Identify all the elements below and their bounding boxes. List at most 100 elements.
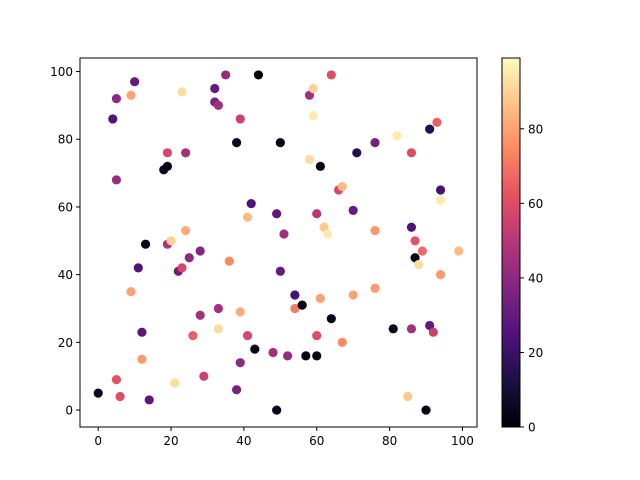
scatter-point	[137, 327, 147, 337]
x-tick-label: 0	[94, 434, 102, 448]
scatter-point	[406, 324, 417, 334]
colorbar-frame	[501, 57, 521, 428]
x-tick-label: 20	[163, 434, 178, 448]
scatter-point	[323, 229, 333, 239]
scatter-point	[312, 209, 322, 219]
scatter-point	[425, 124, 435, 134]
scatter-point	[195, 246, 205, 256]
scatter-point	[410, 236, 420, 246]
scatter-point	[235, 358, 245, 368]
scatter-point	[272, 209, 282, 219]
scatter-point	[279, 229, 289, 239]
scatter-point	[337, 182, 347, 192]
scatter-point	[144, 395, 154, 405]
scatter-point	[213, 100, 224, 110]
y-axis: 0 20 40 60 80 100	[50, 65, 80, 418]
x-tick-label: 60	[309, 434, 324, 448]
scatter-point	[111, 375, 122, 385]
scatter-point	[137, 354, 147, 364]
scatter-point	[224, 256, 234, 266]
scatter-point	[108, 114, 118, 124]
scatter-point	[111, 175, 122, 185]
scatter-point	[181, 226, 191, 236]
scatter-point	[337, 337, 347, 347]
scatter-point	[93, 388, 103, 398]
scatter-point	[428, 327, 438, 337]
scatter-point	[133, 263, 143, 273]
scatter-point	[283, 351, 293, 361]
x-tick-label: 80	[382, 434, 397, 448]
scatter-point	[126, 286, 136, 297]
scatter-point	[126, 90, 136, 100]
scatter-point	[312, 330, 322, 341]
colorbar-tick-label: 60	[528, 197, 543, 211]
scatter-point	[435, 195, 446, 205]
scatter-point	[170, 378, 180, 388]
scatter-point	[435, 270, 446, 280]
scatter-point	[319, 222, 329, 232]
scatter-point	[221, 70, 231, 80]
scatter-point	[432, 117, 442, 127]
scatter-point	[195, 310, 205, 320]
scatter-point	[253, 70, 264, 80]
scatter-point	[272, 405, 282, 415]
scatter-point	[348, 290, 358, 300]
colorbar-tick-label: 40	[528, 271, 543, 285]
x-tick-label: 40	[236, 434, 251, 448]
y-tick-label: 0	[65, 404, 73, 418]
y-tick-label: 40	[58, 268, 73, 282]
scatter-point	[246, 198, 256, 209]
scatter-point	[406, 222, 417, 232]
scatter-point	[177, 263, 187, 273]
y-tick-label: 80	[58, 133, 73, 147]
scatter-point	[235, 307, 245, 317]
scatter-point	[315, 161, 325, 171]
plot-frame	[79, 57, 478, 428]
scatter-point	[232, 385, 242, 395]
scatter-point	[403, 391, 413, 402]
scatter-point	[250, 344, 260, 354]
scatter-point	[210, 83, 220, 94]
scatter-point	[312, 351, 322, 361]
scatter-point	[162, 161, 173, 171]
scatter-point	[315, 293, 325, 303]
scatter-point	[421, 405, 431, 415]
scatter-point	[301, 351, 311, 361]
scatter-point	[213, 324, 224, 334]
scatter-point	[304, 90, 315, 100]
colorbar-tick-label: 80	[528, 122, 543, 136]
scatter-point	[235, 114, 245, 124]
scatter-point	[308, 110, 318, 121]
scatter-point	[181, 148, 191, 158]
scatter-point	[115, 391, 125, 402]
scatter-point	[388, 324, 398, 334]
colorbar	[502, 58, 520, 427]
scatter-point	[410, 253, 420, 263]
colorbar-axis: 0 20 40 60 80	[520, 122, 543, 435]
scatter-point	[242, 212, 253, 222]
scatter-point	[414, 259, 424, 270]
scatter-point	[177, 87, 187, 97]
scatter-point	[326, 70, 336, 80]
y-tick-label: 20	[58, 336, 73, 350]
y-tick-label: 100	[50, 65, 73, 79]
scatter-point	[166, 236, 176, 246]
scatter-point	[370, 283, 380, 293]
points-layer	[93, 70, 464, 415]
scatter-point	[370, 226, 380, 236]
scatter-point	[275, 266, 285, 276]
scatter-point	[130, 77, 140, 87]
scatter-point	[213, 303, 224, 314]
scatter-point	[308, 83, 318, 94]
scatter-point	[268, 347, 278, 358]
scatter-point	[199, 371, 209, 381]
x-axis: 0 20 40 60 80 100	[94, 427, 474, 448]
x-tick-label: 100	[451, 434, 474, 448]
scatter-point	[352, 148, 362, 158]
scatter-point	[406, 148, 417, 158]
scatter-point	[275, 138, 285, 148]
scatter-point	[348, 205, 358, 215]
scatter-point	[370, 138, 380, 148]
scatter-point	[326, 314, 336, 324]
